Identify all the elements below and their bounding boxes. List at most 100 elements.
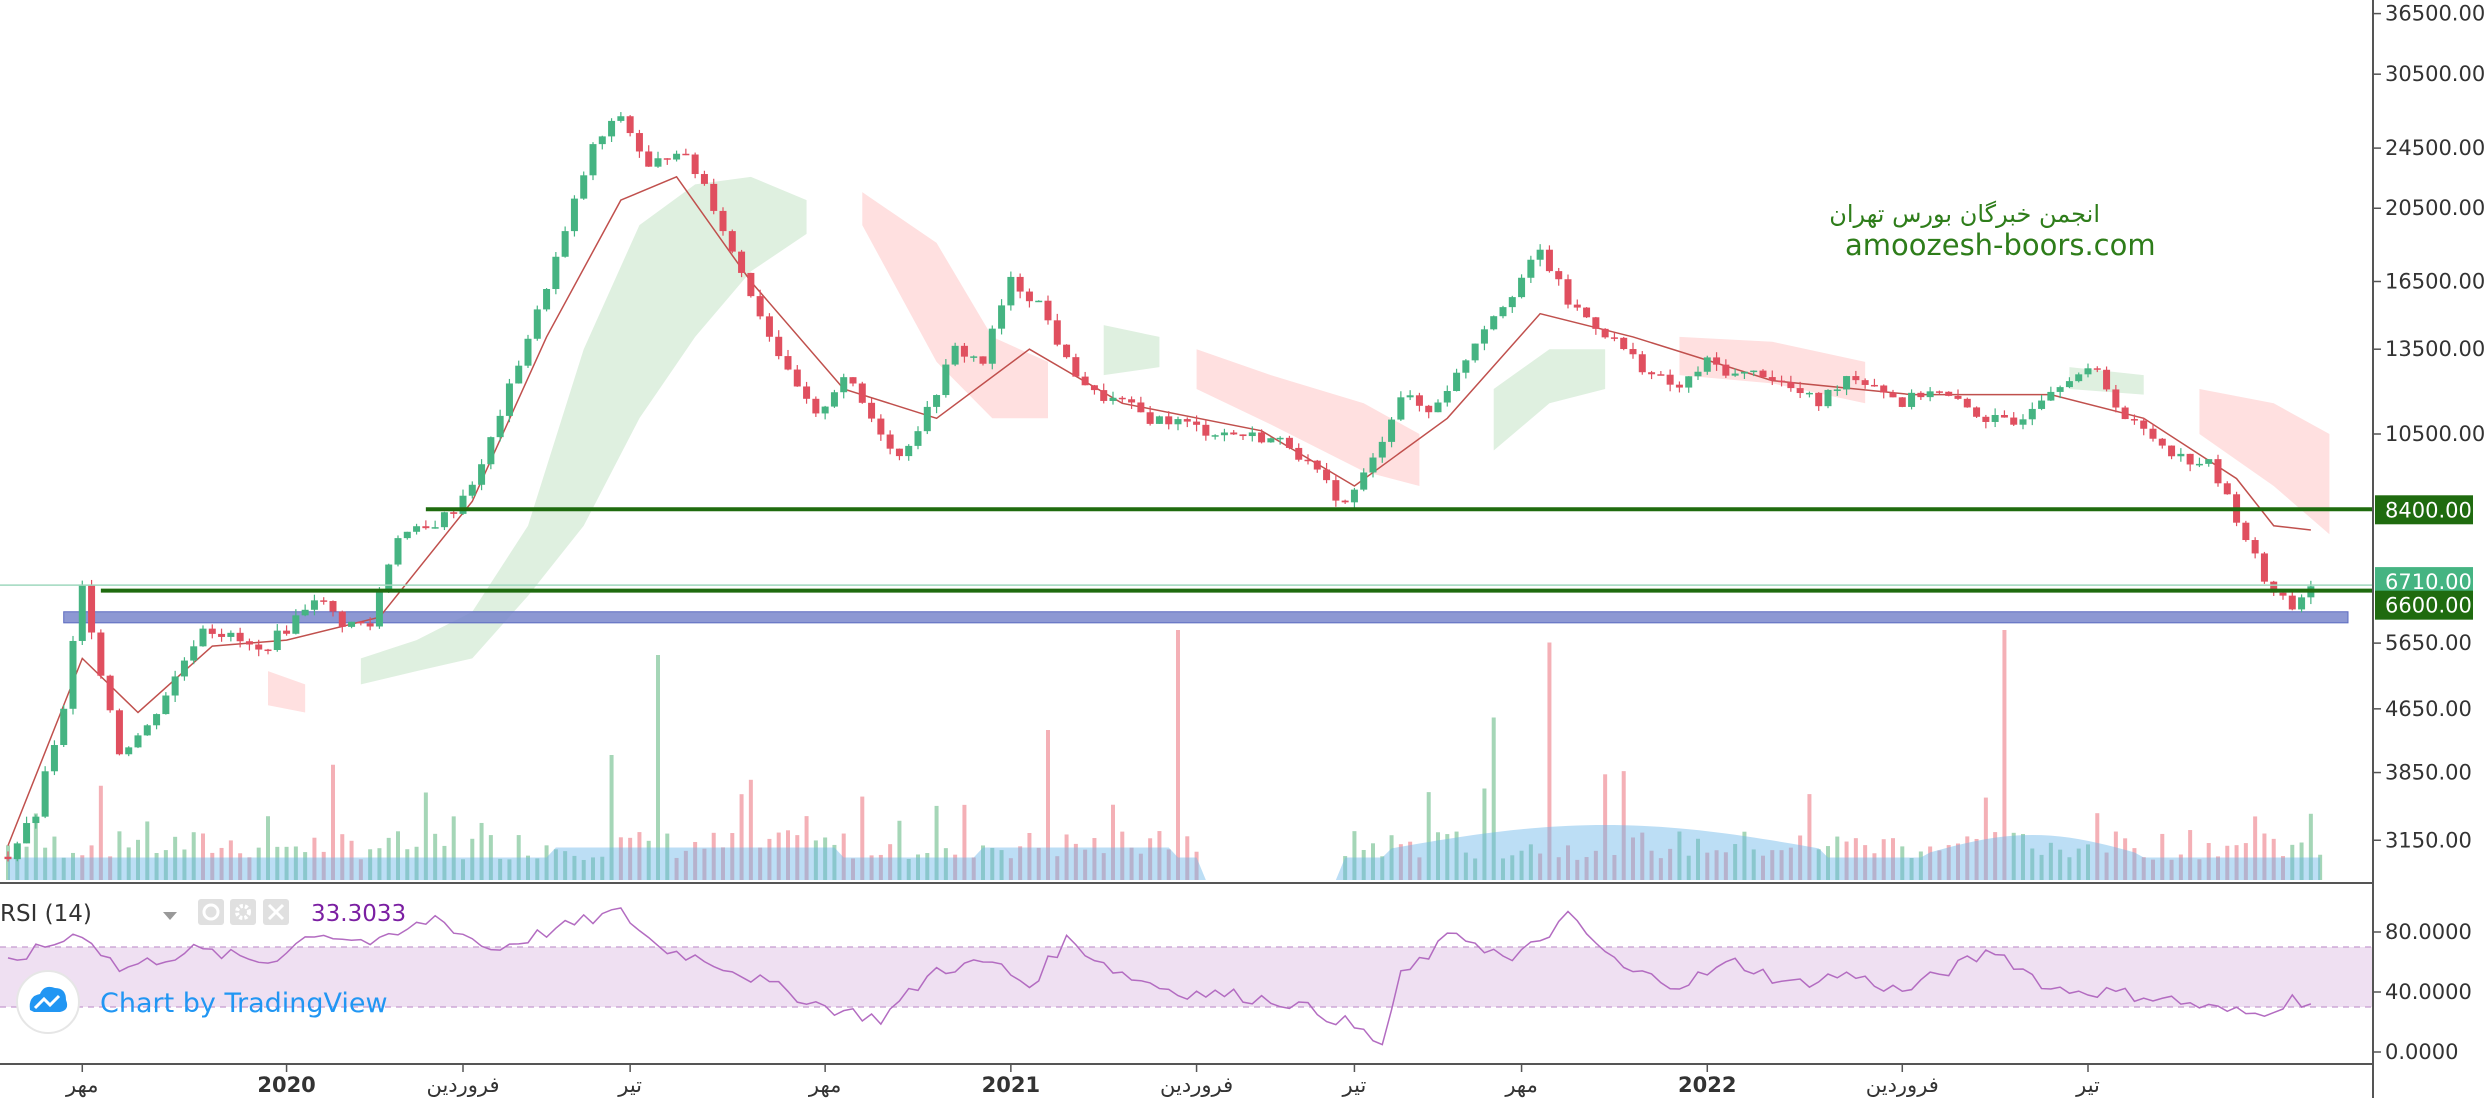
- volume-ma-area: [8, 825, 2321, 880]
- candle: [1174, 416, 1182, 431]
- candle: [1722, 359, 1730, 379]
- volume-bar: [1918, 851, 1923, 880]
- volume-bar: [507, 859, 512, 880]
- candle: [1982, 414, 1990, 429]
- volume-bar: [228, 840, 233, 880]
- candle: [1007, 271, 1015, 311]
- volume-bar: [888, 844, 893, 880]
- volume-bar: [182, 849, 187, 880]
- volume-bar: [2030, 848, 2035, 880]
- volume-bar: [1519, 850, 1524, 880]
- volume-bar: [2262, 833, 2267, 880]
- chevron-down-icon[interactable]: [163, 912, 177, 920]
- candle: [1759, 369, 1767, 378]
- volume-bar: [1445, 834, 1450, 880]
- price-axis-label: 20500.00: [2385, 196, 2485, 220]
- time-axis-label: تیر: [617, 1073, 642, 1097]
- candle: [487, 436, 495, 470]
- candle: [803, 381, 811, 404]
- eye-icon[interactable]: [198, 899, 224, 925]
- ichimoku-cloud: [268, 176, 2330, 713]
- horizontal-levels[interactable]: [0, 507, 2373, 593]
- candle: [403, 531, 411, 540]
- candle: [2214, 454, 2222, 487]
- volume-bar: [1965, 836, 1970, 880]
- volume-bar: [1909, 857, 1914, 880]
- rsi-axis[interactable]: 80.0000 40.0000 0.0000: [2373, 920, 2472, 1064]
- candle: [162, 692, 170, 715]
- candle: [357, 620, 365, 626]
- volume-bar: [386, 837, 391, 880]
- volume-bar: [2206, 843, 2211, 880]
- volume-bar: [1473, 858, 1478, 880]
- volume-bar: [758, 847, 763, 880]
- kumo-bullish: [1493, 349, 1606, 451]
- volume-bar: [544, 845, 549, 880]
- candle: [413, 523, 421, 535]
- volume-bar: [656, 655, 660, 880]
- watermark-site: amoozesh-boors.com: [1845, 228, 2156, 262]
- volume-bar: [637, 832, 642, 880]
- volume-bar: [1677, 831, 1682, 880]
- volume-bar: [804, 816, 809, 880]
- volume-bar: [841, 833, 846, 880]
- volume-bar: [2058, 849, 2063, 880]
- time-axis[interactable]: مهر 2020 فروردین تیر مهر 2021 فروردین تیر مهر 202…: [65, 1064, 2100, 1097]
- candle: [1963, 397, 1971, 408]
- candle: [1666, 369, 1674, 392]
- candle: [1016, 273, 1024, 299]
- volume-bar: [1120, 831, 1125, 880]
- candle: [747, 272, 755, 298]
- price-axis[interactable]: 36500.00 30500.00 24500.00 20500.00 16500.00…: [2373, 2, 2485, 853]
- volume-bar: [1027, 832, 1032, 880]
- tradingview-logo[interactable]: Chart by TradingView: [16, 970, 388, 1034]
- candle: [2130, 414, 2138, 425]
- candle: [125, 746, 133, 757]
- candle: [310, 594, 318, 616]
- volume-bar: [2141, 857, 2146, 880]
- volume-bar: [1835, 836, 1840, 880]
- candle: [2019, 414, 2027, 430]
- close-icon[interactable]: [263, 899, 289, 925]
- volume-bar: [358, 859, 363, 880]
- volume-bar: [934, 805, 939, 880]
- volume-bar: [154, 853, 159, 880]
- volume-bar: [1993, 832, 1998, 880]
- volume-bar: [1463, 852, 1468, 880]
- candle: [1898, 397, 1906, 408]
- volume-bar: [962, 804, 967, 880]
- volume-bar: [2169, 859, 2174, 880]
- candle: [41, 766, 49, 819]
- candle: [1861, 378, 1869, 389]
- volume-bar: [878, 854, 883, 880]
- volume-bar: [553, 849, 558, 880]
- candle: [2000, 410, 2008, 418]
- support-zone-rect[interactable]: [63, 611, 2349, 624]
- volume-bar: [721, 847, 725, 880]
- candle: [1536, 244, 1544, 267]
- volume-bar: [117, 831, 122, 880]
- candle: [1350, 487, 1358, 509]
- volume-bar: [256, 847, 261, 880]
- volume-bar: [897, 820, 902, 880]
- candle: [2140, 418, 2148, 436]
- candle: [524, 334, 532, 368]
- candle: [1908, 389, 1916, 410]
- volume-bar: [433, 833, 438, 880]
- candle: [292, 609, 300, 635]
- candle: [756, 289, 764, 320]
- rsi-panel[interactable]: [0, 907, 2373, 1046]
- time-axis-label: مهر: [65, 1073, 99, 1097]
- gear-icon[interactable]: [230, 899, 256, 925]
- volume-bar: [2225, 845, 2230, 880]
- candle: [2010, 412, 2018, 427]
- volume-bar: [693, 841, 698, 880]
- candle: [1592, 316, 1600, 335]
- kumo-bearish: [2199, 388, 2330, 535]
- candle: [1425, 404, 1433, 419]
- volume-bar: [2048, 842, 2053, 880]
- candle: [2186, 453, 2194, 472]
- candle: [1202, 419, 1210, 441]
- candle: [375, 587, 383, 629]
